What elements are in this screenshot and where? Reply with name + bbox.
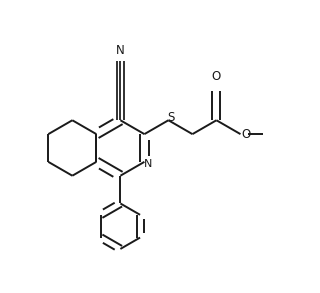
Text: O: O (242, 128, 251, 141)
Text: N: N (116, 45, 125, 57)
Text: N: N (144, 159, 153, 169)
Text: S: S (168, 111, 175, 124)
Text: O: O (212, 70, 221, 83)
